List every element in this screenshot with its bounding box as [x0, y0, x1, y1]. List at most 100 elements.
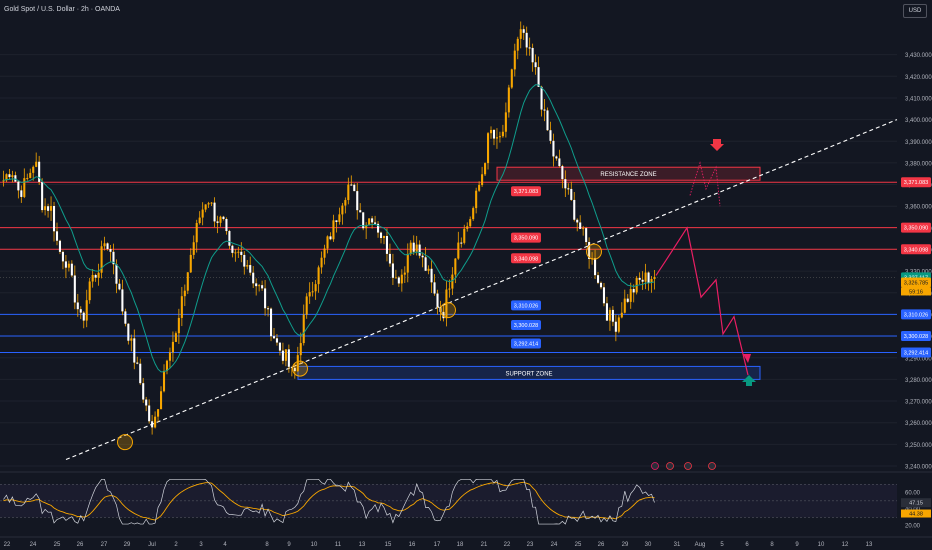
price-axis-tag-label: 3,310.026 [904, 312, 928, 318]
price-axis-tag [901, 347, 931, 358]
candle-body [249, 265, 252, 273]
x-tick-label: 23 [527, 542, 534, 548]
candle-body [382, 236, 386, 239]
candle-body [513, 50, 516, 70]
candle-body [17, 181, 20, 191]
candle-body [472, 208, 475, 220]
x-tick-label: 10 [311, 542, 318, 548]
candle-body [246, 265, 249, 267]
rsi-line [3, 478, 655, 525]
x-tick-label: 2 [174, 542, 178, 548]
candle-body [183, 290, 186, 297]
event-icon [651, 462, 659, 470]
candle-body [442, 311, 445, 319]
candle-body [32, 166, 35, 173]
candle-body [314, 284, 317, 292]
candle-body [576, 219, 579, 223]
candle-body [409, 242, 412, 254]
candle-body [165, 360, 169, 371]
candle-body [195, 223, 198, 243]
y-tick-label: 3,240.000 [905, 465, 932, 471]
candle-body [552, 140, 555, 157]
touch-circle [292, 360, 308, 377]
candle-body [501, 131, 504, 137]
grid [0, 54, 897, 467]
candle-body [207, 203, 210, 205]
candle-body [638, 277, 641, 280]
candle-body [481, 174, 484, 185]
candle-body [308, 292, 311, 297]
candle-body [525, 32, 528, 48]
projection [655, 139, 756, 386]
candle-body [121, 289, 124, 312]
candle-body [492, 129, 496, 139]
candle-body [466, 226, 469, 229]
candle-body [344, 200, 347, 206]
x-tick-label: 24 [30, 542, 37, 548]
candle-body [564, 179, 567, 189]
x-tick-label: 8 [770, 542, 774, 548]
candle-body [433, 282, 436, 294]
x-tick-label: 26 [598, 542, 605, 548]
x-tick-label: 31 [674, 542, 681, 548]
level-tag [511, 232, 541, 243]
candle-body [629, 288, 632, 302]
y-tick-label: 3,390.000 [905, 140, 932, 146]
candle-body [653, 276, 656, 279]
candle-body [599, 282, 603, 288]
x-tick-label: 6 [745, 542, 749, 548]
level-tag-label: 3,292.414 [514, 342, 538, 348]
event-icon [666, 462, 674, 470]
candle-body [546, 110, 549, 131]
candle-body [391, 263, 394, 278]
candle-body [79, 309, 82, 313]
candle-body [148, 405, 151, 422]
candle-body [35, 161, 38, 167]
candle-body [231, 245, 234, 253]
candle-body [403, 272, 406, 275]
candles [2, 21, 656, 435]
candle-body [189, 254, 192, 273]
candle-body [47, 206, 50, 211]
candle-body [605, 303, 608, 321]
candle-body [5, 174, 8, 181]
candle-body [594, 258, 597, 276]
price-axis: 3,240.000 3,250.000 3,260.000 3,270.000 3,28… [651, 53, 932, 471]
candle-body [549, 130, 552, 141]
candle-body [305, 296, 308, 315]
x-tick-label: 17 [434, 542, 441, 548]
x-tick-label: 5 [720, 542, 724, 548]
candle-body [145, 399, 148, 406]
candle-body [335, 220, 338, 222]
candle-body [448, 288, 451, 290]
candle-body [332, 220, 335, 240]
candle-body [427, 268, 430, 271]
candle-body [400, 274, 403, 284]
countdown-tag [901, 287, 931, 296]
currency-button[interactable]: USD [903, 4, 927, 18]
candle-body [540, 86, 543, 110]
candle-body [617, 317, 620, 332]
price-axis-tag-label: 3,371.083 [904, 180, 928, 186]
candle-body [8, 174, 11, 178]
candle-body [136, 362, 139, 364]
candle-body [255, 283, 258, 287]
candle-body [579, 222, 582, 229]
candle-body [504, 112, 507, 132]
price-axis-tag-label: 3,350.090 [904, 226, 928, 232]
candle-body [23, 178, 26, 197]
candle-body [73, 275, 76, 303]
candle-body [290, 366, 293, 368]
candle-body [451, 274, 454, 289]
candle-body [611, 309, 614, 322]
x-tick-label: 9 [287, 542, 291, 548]
price-axis-tag-label: 3,326.785 [904, 280, 928, 286]
price-axis-tag-label: 3,340.098 [904, 247, 928, 253]
projection-alt-path [689, 161, 721, 207]
candle-body [64, 261, 67, 268]
y-tick-label: 3,420.000 [905, 75, 932, 81]
candle-body [436, 293, 439, 307]
candle-body [258, 285, 261, 287]
